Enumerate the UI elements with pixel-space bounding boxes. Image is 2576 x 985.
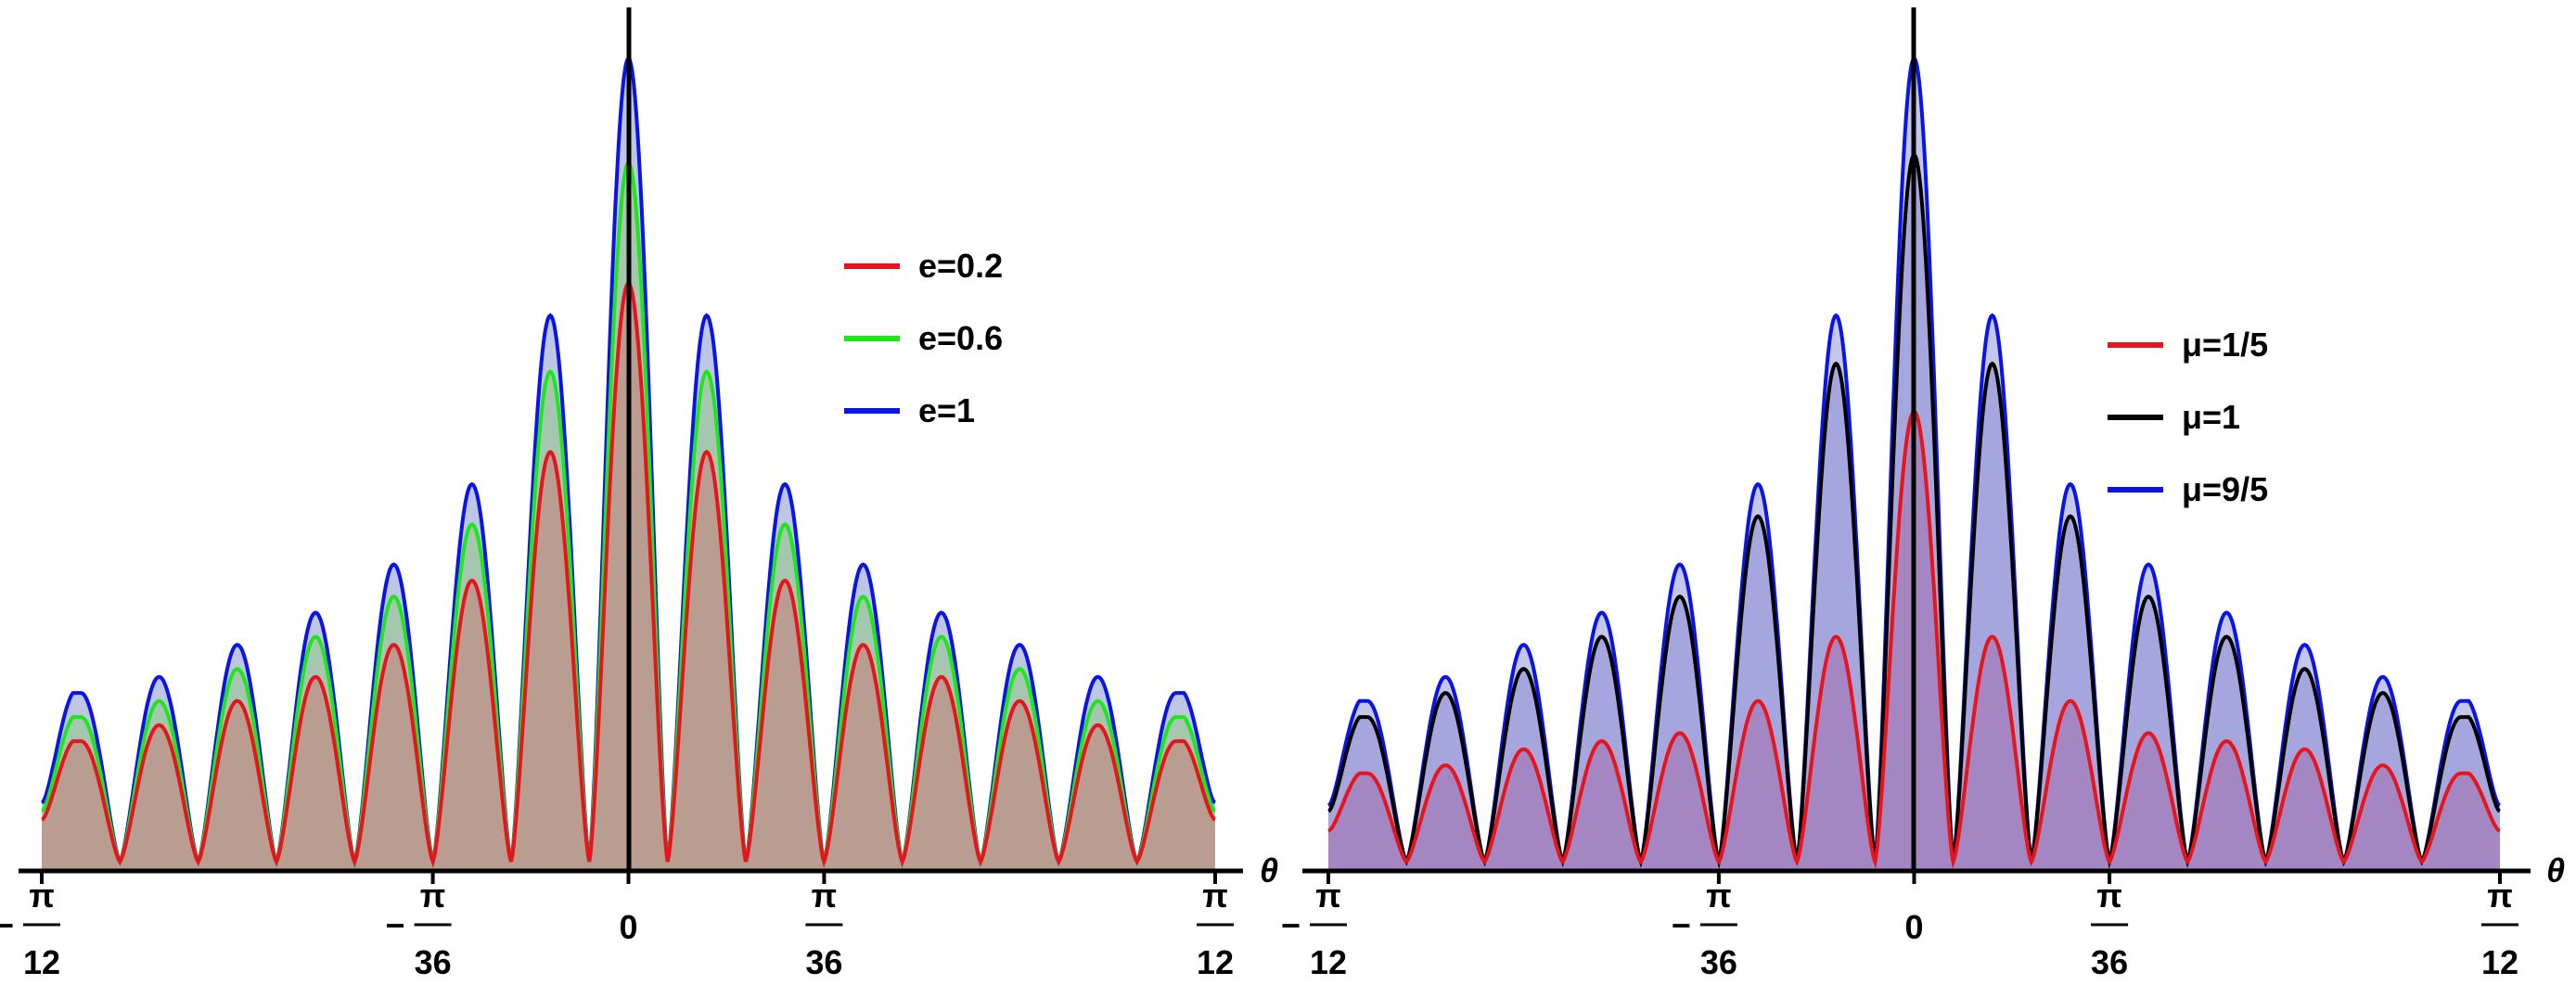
tick-label-denominator: 36 xyxy=(2091,943,2128,981)
tick-label-denominator: 12 xyxy=(1197,943,1234,981)
legend-label: μ=1/5 xyxy=(2182,326,2268,364)
tick-label-sign: − xyxy=(1281,906,1301,944)
tick-label-numerator: π xyxy=(29,876,55,915)
tick-label-numerator: π xyxy=(1315,876,1341,915)
tick-label-denominator: 12 xyxy=(23,943,60,981)
tick-label: 0 xyxy=(619,908,637,946)
tick-label-numerator: π xyxy=(2096,876,2122,915)
tick-label-numerator: π xyxy=(1202,876,1228,915)
legend-label: e=0.2 xyxy=(918,247,1003,285)
tick-label-sign: − xyxy=(0,906,14,944)
x-axis-label: θ xyxy=(1260,851,1278,889)
tick-label: 0 xyxy=(1904,908,1923,946)
tick-label-numerator: π xyxy=(420,876,446,915)
tick-label-numerator: π xyxy=(1706,876,1732,915)
tick-label-sign: − xyxy=(386,906,405,944)
legend-label: e=0.6 xyxy=(918,319,1003,357)
tick-label-numerator: π xyxy=(2487,876,2513,915)
tick-label-denominator: 36 xyxy=(805,943,842,981)
legend-label: μ=1 xyxy=(2182,398,2240,436)
tick-label-denominator: 36 xyxy=(1700,943,1737,981)
tick-label-sign: − xyxy=(1672,906,1691,944)
tick-label-denominator: 12 xyxy=(2481,943,2518,981)
tick-label-denominator: 36 xyxy=(415,943,452,981)
x-axis-label: θ xyxy=(2546,851,2565,889)
legend-label: e=1 xyxy=(918,391,975,429)
tick-label-numerator: π xyxy=(812,876,838,915)
tick-label-denominator: 12 xyxy=(1310,943,1347,981)
legend-label: μ=9/5 xyxy=(2182,470,2268,508)
